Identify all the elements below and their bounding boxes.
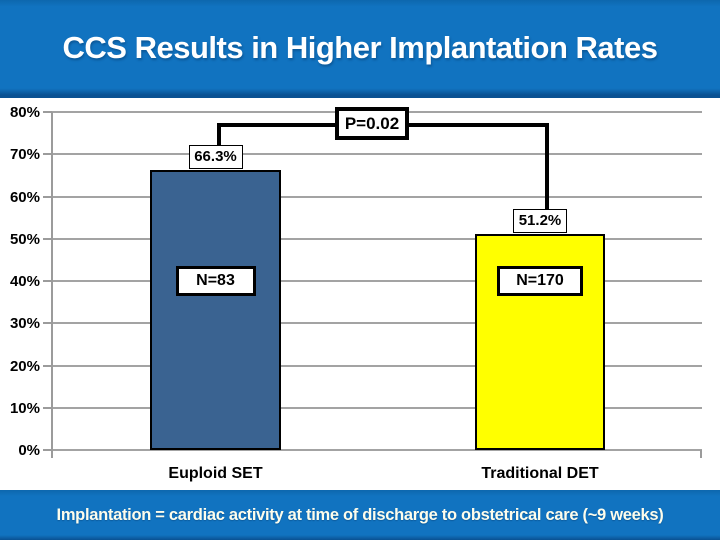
significance-bracket-right [545,123,549,209]
x-axis-end-tick [700,450,702,458]
gridline [52,195,702,198]
y-tick-label: 80% [9,104,40,121]
gridline [52,280,702,282]
y-axis-tick [43,280,52,282]
p-value-box: P=0.02 [335,107,409,140]
y-axis-line [51,112,53,458]
value-label-euploid: 66.3% [188,144,243,169]
gridline [52,153,702,156]
slide-title: CCS Results in Higher Implantation Rates [62,29,658,65]
y-axis-tick [43,237,52,240]
bar-euploid-set [150,169,281,450]
footnote-banner: Implantation = cardiac activity at time … [0,490,720,540]
y-tick-label: 70% [9,146,40,164]
y-axis-tick [43,364,52,367]
n-label-euploid: N=83 [175,266,256,296]
value-label-traditional: 51.2% [513,208,567,233]
y-tick-label: 20% [9,357,40,375]
y-tick-label: 40% [9,273,40,290]
bar-chart: 80% 70% 60% 50% 40% 30% 20% 10% 0% 66.3% 51.2% N… [0,98,720,490]
y-tick-label: 30% [9,315,40,333]
gridline [52,322,702,325]
category-label-euploid: Euploid SET [168,465,263,482]
significance-bracket-left [217,123,221,145]
gridline [52,449,702,451]
y-axis-tick [43,449,52,451]
n-label-traditional: N=170 [497,266,583,296]
y-tick-label: 10% [9,399,40,417]
y-axis-tick [43,406,52,409]
category-label-traditional: Traditional DET [481,465,599,482]
y-tick-label: 0% [18,442,40,459]
y-axis-tick [43,195,52,198]
gridline [52,237,702,240]
gridline [52,406,702,409]
title-banner: CCS Results in Higher Implantation Rates [0,0,720,98]
y-axis-tick [43,111,52,113]
y-axis-tick [43,153,52,156]
y-axis-tick [43,322,52,325]
footnote-text: Implantation = cardiac activity at time … [56,505,664,524]
gridline [52,364,702,367]
y-tick-label: 50% [9,230,40,248]
y-tick-label: 60% [9,188,40,206]
